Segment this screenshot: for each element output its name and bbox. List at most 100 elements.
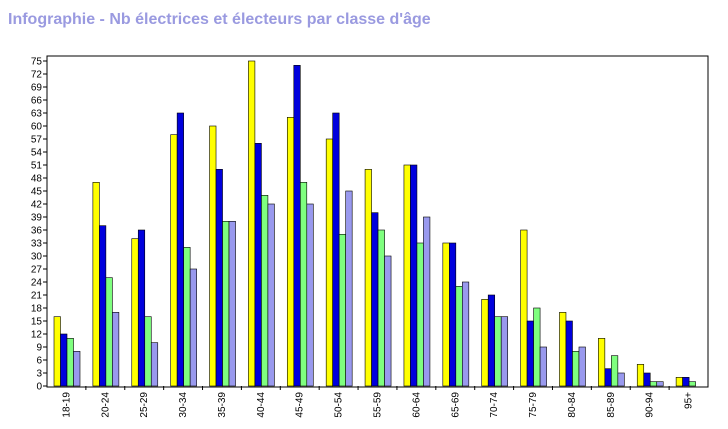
bar-30-34-series-2 (176, 112, 184, 387)
bar-55-59-series-2 (371, 212, 379, 387)
y-tick-label: 9 (36, 343, 42, 354)
y-tick-label: 54 (31, 148, 43, 159)
y-tick-label: 6 (36, 356, 42, 367)
bar-95+-series-3 (688, 381, 696, 387)
bar-80-84-series-2 (565, 320, 573, 387)
y-axis: 0369121518212427303336394245485154576063… (31, 57, 47, 393)
bar-25-29-series-2 (137, 229, 146, 387)
bar-55-59-series-3 (377, 229, 385, 387)
bar-65-69-series-3 (455, 286, 463, 387)
x-tick-label: 60-64 (411, 392, 422, 418)
y-tick-label: 36 (31, 226, 43, 237)
y-tick-label: 72 (31, 70, 43, 81)
y-tick-label: 66 (31, 96, 43, 107)
y-tick-label: 51 (31, 161, 43, 172)
y-tick-label: 57 (31, 135, 43, 146)
x-axis: 18-19 20-24 25-29 30-34 35-39 40-44 45-49 50-54… (61, 386, 695, 418)
bar-20-24-series-4 (112, 312, 120, 387)
bar-35-39-series-1 (209, 125, 217, 387)
bar-50-54-series-2 (332, 112, 340, 387)
bar-60-64-series-1 (403, 164, 411, 387)
bar-60-64-series-2 (410, 164, 418, 387)
bar-30-34-series-4 (189, 268, 197, 387)
bar-55-59-series-1 (364, 169, 372, 387)
y-tick-label: 75 (31, 57, 43, 68)
bar-95+-series-2 (682, 377, 690, 387)
bar-70-74-series-3 (494, 316, 502, 387)
bar-45-49-series-3 (299, 182, 308, 387)
bar-50-54-series-1 (325, 138, 333, 387)
bar-90-94-series-1 (636, 364, 645, 387)
bar-65-69-series-1 (442, 242, 450, 387)
bar-90-94-series-3 (649, 381, 658, 387)
x-tick-label: 85-89 (606, 392, 617, 418)
bars-layer (53, 60, 696, 387)
bar-65-69-series-4 (462, 281, 470, 387)
bar-60-64-series-4 (423, 216, 431, 387)
bar-35-39-series-2 (215, 169, 223, 387)
bar-40-44-series-3 (261, 195, 269, 387)
y-tick-label: 48 (31, 174, 43, 185)
bar-30-34-series-3 (183, 247, 191, 387)
bar-45-49-series-4 (306, 203, 314, 387)
x-tick-label: 80-84 (567, 392, 578, 418)
y-tick-label: 18 (31, 304, 43, 315)
bar-60-64-series-3 (416, 242, 424, 387)
bar-95+-series-1 (675, 377, 683, 387)
bar-45-49-series-1 (286, 117, 295, 387)
x-tick-label: 90-94 (645, 392, 656, 418)
x-tick-label: 95+ (684, 392, 695, 409)
y-tick-label: 21 (31, 291, 43, 302)
chart-title: Infographie - Nb électrices et électeurs… (8, 11, 431, 28)
bar-85-89-series-2 (604, 368, 612, 387)
x-tick-label: 35-39 (217, 392, 228, 418)
bar-30-34-series-1 (170, 134, 178, 387)
bar-80-84-series-3 (572, 351, 580, 387)
bar-45-49-series-2 (293, 65, 301, 387)
bar-85-89-series-3 (611, 355, 619, 387)
bar-75-79-series-1 (520, 229, 528, 387)
bar-70-74-series-4 (500, 316, 509, 387)
y-tick-label: 69 (31, 83, 43, 94)
y-tick-label: 30 (31, 252, 43, 263)
x-tick-label: 65-69 (450, 392, 461, 418)
bar-18-19-series-4 (73, 351, 81, 387)
bar-40-44-series-4 (267, 203, 275, 387)
bar-20-24-series-2 (99, 225, 107, 387)
bar-25-29-series-3 (144, 316, 152, 387)
x-tick-label: 20-24 (100, 392, 111, 418)
bar-70-74-series-2 (487, 294, 496, 387)
bar-90-94-series-4 (656, 381, 664, 387)
bar-75-79-series-2 (526, 320, 534, 387)
y-tick-label: 27 (31, 265, 43, 276)
x-tick-label: 70-74 (489, 392, 500, 418)
y-tick-label: 12 (31, 330, 43, 341)
y-tick-label: 15 (31, 317, 43, 328)
x-tick-label: 30-34 (178, 392, 189, 418)
y-tick-label: 63 (31, 109, 43, 120)
bar-65-69-series-2 (449, 242, 457, 387)
bar-20-24-series-3 (105, 277, 113, 387)
bar-85-89-series-1 (598, 338, 606, 387)
bar-50-54-series-4 (345, 190, 353, 387)
bar-80-84-series-4 (578, 346, 586, 387)
bar-70-74-series-1 (481, 299, 489, 387)
x-tick-label: 45-49 (295, 392, 306, 418)
bar-90-94-series-2 (643, 372, 651, 387)
bar-40-44-series-2 (254, 143, 262, 387)
bar-35-39-series-4 (228, 221, 236, 387)
y-tick-label: 60 (31, 122, 43, 133)
bar-20-24-series-1 (92, 182, 100, 387)
x-tick-label: 75-79 (528, 392, 539, 418)
x-tick-label: 25-29 (139, 392, 150, 418)
x-tick-label: 40-44 (256, 392, 267, 418)
x-tick-label: 55-59 (373, 392, 384, 418)
bar-40-44-series-1 (248, 60, 256, 387)
y-tick-label: 3 (36, 369, 42, 380)
bar-18-19-series-2 (60, 333, 68, 387)
bar-18-19-series-3 (66, 338, 74, 387)
bar-50-54-series-3 (338, 234, 346, 387)
bar-35-39-series-3 (222, 221, 230, 387)
bar-75-79-series-4 (539, 346, 547, 387)
